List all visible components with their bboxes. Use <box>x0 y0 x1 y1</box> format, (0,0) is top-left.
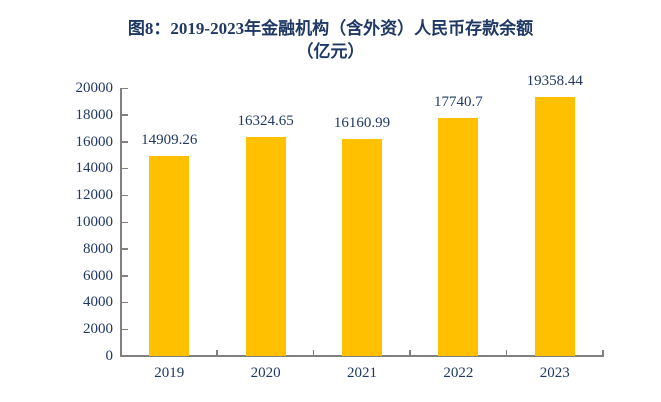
bar <box>342 139 382 356</box>
y-axis-label: 6000 <box>83 267 113 284</box>
y-axis-label: 18000 <box>75 106 114 123</box>
y-axis-tick <box>122 87 128 89</box>
x-axis-label: 2019 <box>154 365 185 381</box>
y-axis-tick <box>122 221 128 223</box>
y-axis-label: 8000 <box>83 240 113 257</box>
y-axis-tick <box>122 275 128 277</box>
x-axis-tick <box>312 350 315 356</box>
bar-value-label: 17740.7 <box>434 94 483 110</box>
y-axis-label: 10000 <box>75 214 114 230</box>
y-axis-tick <box>122 141 128 143</box>
y-axis-label: 20000 <box>75 80 114 96</box>
chart-title-line2: （亿元） <box>296 42 365 61</box>
bar-value-label: 14909.26 <box>141 132 198 148</box>
y-axis-label: 2000 <box>83 321 113 338</box>
y-axis-tick <box>122 248 128 250</box>
y-axis-tick <box>122 167 128 170</box>
y-axis-tick <box>122 194 128 197</box>
y-axis-tick <box>122 114 128 116</box>
y-axis-label: 12000 <box>75 187 114 204</box>
x-axis-tick <box>505 350 508 356</box>
x-axis-tick <box>409 350 411 356</box>
x-axis-tick <box>216 350 218 356</box>
y-axis-label: 4000 <box>83 294 113 311</box>
bar <box>534 97 575 356</box>
y-axis-tick <box>122 301 128 304</box>
y-axis-label: 0 <box>105 348 114 364</box>
x-axis-label: 2023 <box>539 365 570 381</box>
x-axis-tick <box>602 350 604 356</box>
y-axis-line <box>120 88 122 356</box>
bar <box>245 137 286 356</box>
bar-value-label: 16324.65 <box>237 113 294 129</box>
x-axis-line <box>120 355 604 357</box>
x-axis-label: 2022 <box>443 365 474 381</box>
x-axis-label: 2020 <box>250 365 281 381</box>
y-axis-label: 16000 <box>75 133 114 150</box>
chart-title-line1: 图8：2019-2023年金融机构（含外资）人民币存款余额 <box>127 19 534 38</box>
bar-value-label: 19358.44 <box>526 73 583 89</box>
x-axis-label: 2021 <box>347 365 377 381</box>
bar-value-label: 16160.99 <box>333 115 391 131</box>
y-axis-tick <box>122 328 128 331</box>
y-axis-label: 14000 <box>75 160 114 177</box>
bar <box>438 118 479 356</box>
chart-title: 图8：2019-2023年金融机构（含外资）人民币存款余额 （亿元） <box>0 17 661 63</box>
bar <box>149 156 190 356</box>
